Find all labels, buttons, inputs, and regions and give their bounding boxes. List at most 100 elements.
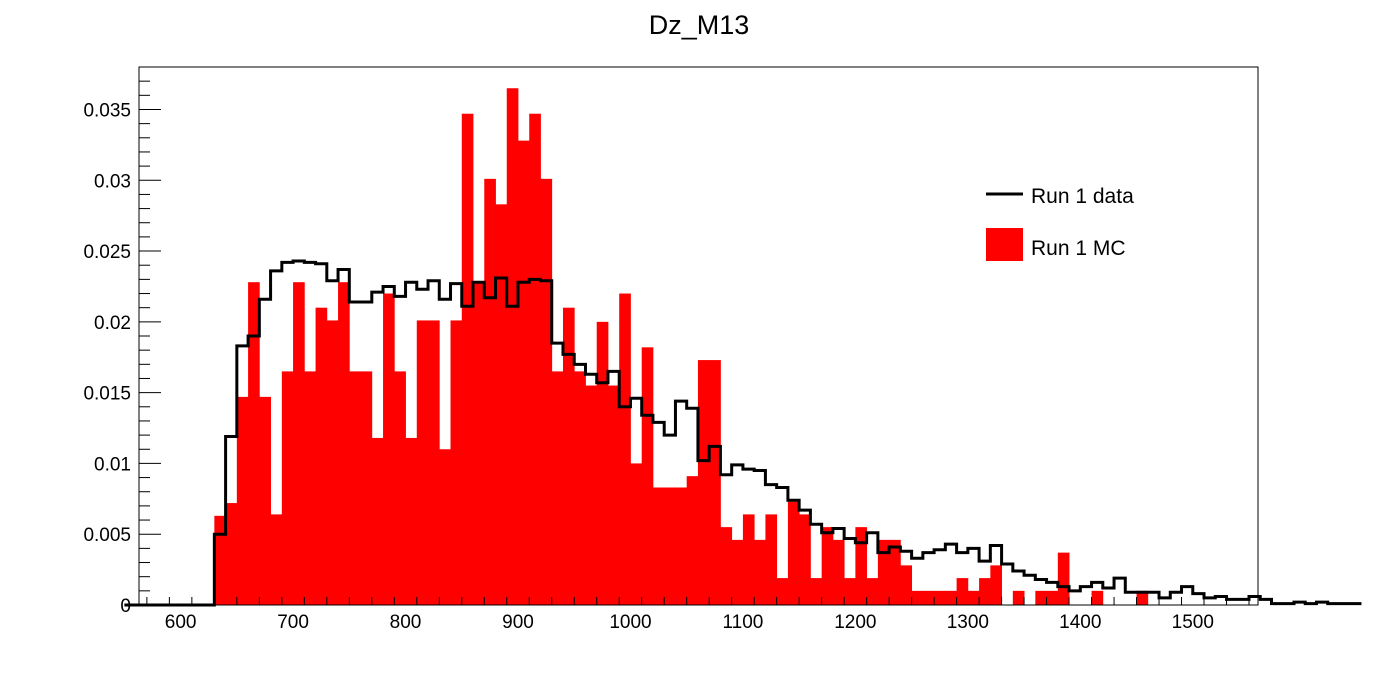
y-axis: 0 0.005 0.01 0.015 0.02 0.025 0.03 0.035 xyxy=(83,66,161,617)
mc-bar xyxy=(293,282,305,605)
mc-bar xyxy=(776,578,789,605)
x-tick-label: 1000 xyxy=(609,612,651,633)
mc-bar xyxy=(709,360,721,605)
mc-bar xyxy=(810,578,823,605)
y-tick-label: 0 xyxy=(120,596,131,617)
mc-bar xyxy=(765,514,778,605)
x-tick-label: 1500 xyxy=(1172,612,1214,633)
mc-bar xyxy=(562,307,575,605)
mc-bar xyxy=(742,514,755,605)
mc-bar xyxy=(304,371,316,605)
x-tick-label: 1100 xyxy=(722,612,763,633)
mc-bar xyxy=(506,88,519,606)
mc-bar xyxy=(281,371,294,605)
mc-bar xyxy=(967,590,980,605)
y-tick-label: 0.025 xyxy=(83,242,131,263)
x-tick-label: 1400 xyxy=(1059,612,1101,633)
mc-bar xyxy=(574,371,586,605)
mc-bar xyxy=(405,437,418,605)
mc-bar xyxy=(1057,552,1070,605)
mc-bar xyxy=(484,178,496,605)
mc-bar xyxy=(1136,590,1149,605)
y-tick-label: 0.035 xyxy=(83,100,131,121)
mc-bar xyxy=(652,487,665,605)
mc-bar xyxy=(428,320,440,605)
mc-bar xyxy=(495,204,508,605)
mc-bar xyxy=(990,565,1002,605)
mc-bar xyxy=(630,463,643,605)
mc-bars-group xyxy=(214,88,1149,606)
mc-bar xyxy=(439,449,451,605)
mc-bar xyxy=(607,385,620,605)
chart-title: Dz_M13 xyxy=(649,10,750,40)
mc-bar xyxy=(1012,590,1025,605)
mc-bar xyxy=(799,514,811,605)
legend-run1-mc-swatch xyxy=(986,228,1023,261)
mc-bar xyxy=(877,539,890,605)
mc-bar xyxy=(248,282,260,605)
mc-bar xyxy=(540,178,553,605)
mc-bar xyxy=(731,539,744,605)
mc-bar xyxy=(686,476,699,605)
mc-bar xyxy=(922,590,935,605)
mc-bar xyxy=(338,282,350,605)
y-tick-label: 0.02 xyxy=(94,313,131,334)
mc-bar xyxy=(675,487,688,605)
mc-bar xyxy=(214,515,226,605)
mc-bar xyxy=(720,527,733,605)
mc-bar xyxy=(270,514,283,605)
mc-bar xyxy=(394,371,406,605)
legend-run1-data-label: Run 1 data xyxy=(1031,185,1134,208)
mc-bar xyxy=(1046,590,1059,605)
run1-data-line xyxy=(124,259,1362,607)
mc-bar xyxy=(315,307,328,605)
mc-bar xyxy=(371,437,384,605)
mc-bar xyxy=(889,539,901,605)
mc-bar xyxy=(225,503,238,605)
mc-bar xyxy=(934,590,946,605)
legend-run1-mc-label: Run 1 MC xyxy=(1031,237,1126,260)
mc-bar xyxy=(754,539,766,605)
mc-bar xyxy=(619,293,631,605)
mc-bar xyxy=(349,371,361,605)
mc-bar xyxy=(236,396,249,605)
mc-bar xyxy=(821,527,834,605)
x-axis: 600 700 800 900 1000 1100 1200 1300 1400 1500 xyxy=(146,597,1250,633)
x-tick-label: 800 xyxy=(390,612,422,633)
x-tick-label: 700 xyxy=(277,612,309,633)
mc-bar xyxy=(911,590,924,605)
mc-bar xyxy=(383,293,395,605)
mc-bar xyxy=(945,590,957,605)
mc-bar xyxy=(979,578,991,605)
y-tick-label: 0.03 xyxy=(94,171,131,192)
mc-bar xyxy=(416,320,429,605)
mc-bar xyxy=(596,321,609,605)
mc-bar xyxy=(844,578,856,605)
mc-bar xyxy=(529,113,541,605)
x-tick-label: 600 xyxy=(165,612,197,633)
mc-bar xyxy=(855,527,868,605)
y-tick-label: 0.015 xyxy=(83,384,131,405)
mc-bar xyxy=(518,140,530,605)
mc-bar xyxy=(551,371,564,605)
y-tick-label: 0.01 xyxy=(94,454,131,475)
mc-bar xyxy=(787,501,800,605)
mc-bar xyxy=(664,487,676,605)
mc-bar xyxy=(461,113,474,605)
legend: Run 1 data Run 1 MC xyxy=(986,185,1134,261)
mc-bar xyxy=(450,320,463,605)
mc-bar xyxy=(956,578,969,605)
mc-bar xyxy=(832,539,845,605)
mc-bar xyxy=(360,371,373,605)
y-tick-label: 0.005 xyxy=(83,525,131,546)
mc-bar xyxy=(697,360,710,605)
mc-bar xyxy=(1035,590,1047,605)
mc-bar xyxy=(585,385,598,605)
x-tick-label: 1300 xyxy=(947,612,989,633)
mc-bar xyxy=(1091,590,1104,605)
mc-bar xyxy=(326,320,339,605)
data-line-group xyxy=(124,259,1362,607)
mc-bar xyxy=(900,565,913,605)
mc-bar xyxy=(641,347,654,605)
